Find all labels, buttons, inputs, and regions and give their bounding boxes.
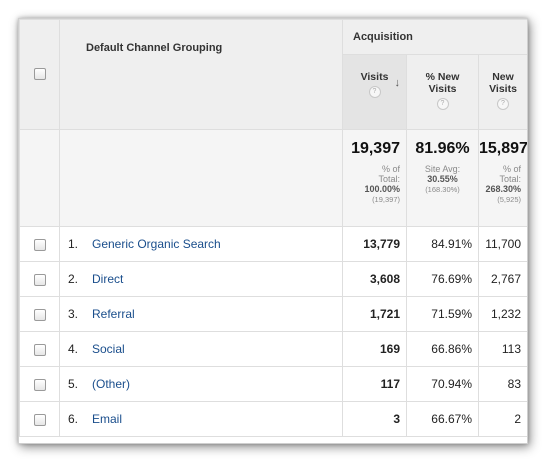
- select-all-cell: [19, 19, 60, 130]
- row-checkbox[interactable]: [33, 413, 46, 426]
- new-visits-column-header[interactable]: New Visits ?: [477, 54, 527, 130]
- row-name-cell: 1. Generic Organic Search: [59, 226, 343, 262]
- row-number: 3.: [68, 307, 79, 321]
- new-visits-pct-column-header[interactable]: % New Visits ?: [406, 54, 479, 130]
- visits-cell: 3: [342, 401, 407, 437]
- new-visits-header-line1: New: [492, 71, 514, 83]
- totals-new-visits-cell: 15,897 % of Total: 268.30% (5,925): [477, 129, 528, 227]
- table-row: 2. Direct 3,608 76.69% 2,767: [19, 261, 527, 297]
- row-check-cell: [19, 366, 60, 402]
- totals-new-pct-value: 81.96%: [415, 140, 470, 157]
- visits-cell: 169: [342, 331, 407, 367]
- channel-link[interactable]: Social: [92, 342, 125, 356]
- row-number: 6.: [68, 412, 79, 426]
- totals-check-cell: [19, 129, 60, 227]
- dimension-header[interactable]: Default Channel Grouping: [59, 19, 343, 130]
- totals-new-pct-label: Site Avg:: [424, 164, 461, 174]
- row-name-cell: 6. Email: [59, 401, 343, 437]
- select-all-checkbox[interactable]: [33, 68, 46, 81]
- row-name-cell: 3. Referral: [59, 296, 343, 332]
- row-check-cell: [19, 331, 60, 367]
- row-number: 2.: [68, 272, 79, 286]
- totals-visits-percent: 100.00%: [364, 184, 400, 194]
- row-checkbox[interactable]: [33, 273, 46, 286]
- totals-row: 19,397 % of Total: 100.00% (19,397) 81.9…: [19, 129, 528, 227]
- totals-visits-count: (19,397): [372, 195, 400, 204]
- totals-new-pct-avg: 30.55%: [427, 174, 458, 184]
- row-check-cell: [19, 226, 60, 262]
- channel-link[interactable]: Generic Organic Search: [92, 237, 221, 251]
- new-visits-cell: 113: [477, 331, 527, 367]
- totals-new-visits-value: 15,897: [479, 140, 528, 157]
- totals-visits-label-1: % of: [381, 164, 400, 174]
- totals-visits-value: 19,397: [351, 140, 400, 157]
- totals-new-visits-label-2: Total:: [499, 174, 522, 184]
- new-visits-cell: 2: [477, 401, 527, 437]
- row-name-cell: 2. Direct: [59, 261, 343, 297]
- new-visits-pct-cell: 71.59%: [406, 296, 479, 332]
- visits-cell: 117: [342, 366, 407, 402]
- channel-report-table: Default Channel Grouping Acquisition Vis…: [19, 19, 528, 437]
- row-check-cell: [19, 296, 60, 332]
- row-name-cell: 4. Social: [59, 331, 343, 367]
- help-icon[interactable]: ?: [436, 98, 449, 110]
- row-checkbox[interactable]: [33, 343, 46, 356]
- new-visits-cell: 2,767: [477, 261, 527, 297]
- visits-column-header[interactable]: Visits ? ↓: [342, 54, 407, 130]
- totals-new-visits-count: (5,925): [497, 195, 522, 204]
- totals-new-pct-cell: 81.96% Site Avg: 30.55% (168.30%): [406, 129, 479, 227]
- table-row: 1. Generic Organic Search 13,779 84.91% 1…: [19, 226, 527, 262]
- new-visits-cell: 83: [477, 366, 527, 402]
- row-number: 4.: [68, 342, 79, 356]
- channel-link[interactable]: Referral: [92, 307, 135, 321]
- new-visits-pct-cell: 76.69%: [406, 261, 479, 297]
- new-visits-pct-header-line2: Visits: [428, 83, 457, 95]
- totals-label-cell: [59, 129, 343, 227]
- new-visits-cell: 1,232: [477, 296, 527, 332]
- table-row: 4. Social 169 66.86% 113: [19, 331, 527, 367]
- row-checkbox[interactable]: [33, 238, 46, 251]
- row-number: 5.: [68, 377, 79, 391]
- visits-cell: 13,779: [342, 226, 407, 262]
- new-visits-pct-cell: 66.86%: [406, 331, 479, 367]
- new-visits-pct-cell: 66.67%: [406, 401, 479, 437]
- new-visits-header-line2: Visits: [489, 83, 517, 95]
- table-row: 6. Email 3 66.67% 2: [19, 401, 527, 437]
- row-check-cell: [19, 261, 60, 297]
- new-visits-pct-cell: 70.94%: [406, 366, 479, 402]
- table-row: 3. Referral 1,721 71.59% 1,232: [19, 296, 527, 332]
- totals-new-pct-compare: (168.30%): [425, 185, 460, 194]
- row-check-cell: [19, 401, 60, 437]
- totals-visits-label-2: Total:: [378, 174, 400, 184]
- row-name-cell: 5. (Other): [59, 366, 343, 402]
- visits-cell: 3,608: [342, 261, 407, 297]
- row-checkbox[interactable]: [33, 378, 46, 391]
- totals-visits-cell: 19,397 % of Total: 100.00% (19,397): [342, 129, 407, 227]
- totals-new-visits-percent: 268.30%: [485, 184, 522, 194]
- new-visits-pct-header-line1: % New: [425, 71, 460, 83]
- report-table-panel: Default Channel Grouping Acquisition Vis…: [18, 18, 528, 444]
- arrow-down-icon[interactable]: ↓: [394, 77, 401, 89]
- new-visits-pct-cell: 84.91%: [406, 226, 479, 262]
- channel-link[interactable]: (Other): [92, 377, 131, 391]
- help-icon[interactable]: ?: [497, 98, 509, 110]
- acquisition-group-header: Acquisition: [341, 19, 527, 55]
- table-row: 5. (Other) 117 70.94% 83: [19, 366, 527, 402]
- channel-link[interactable]: Direct: [92, 272, 124, 286]
- channel-link[interactable]: Email: [92, 412, 123, 426]
- new-visits-cell: 11,700: [477, 226, 527, 262]
- row-number: 1.: [68, 237, 79, 251]
- row-checkbox[interactable]: [33, 308, 46, 321]
- help-icon[interactable]: ?: [368, 86, 381, 98]
- visits-header-label: Visits: [360, 71, 389, 83]
- totals-new-visits-label-1: % of: [503, 164, 522, 174]
- visits-cell: 1,721: [342, 296, 407, 332]
